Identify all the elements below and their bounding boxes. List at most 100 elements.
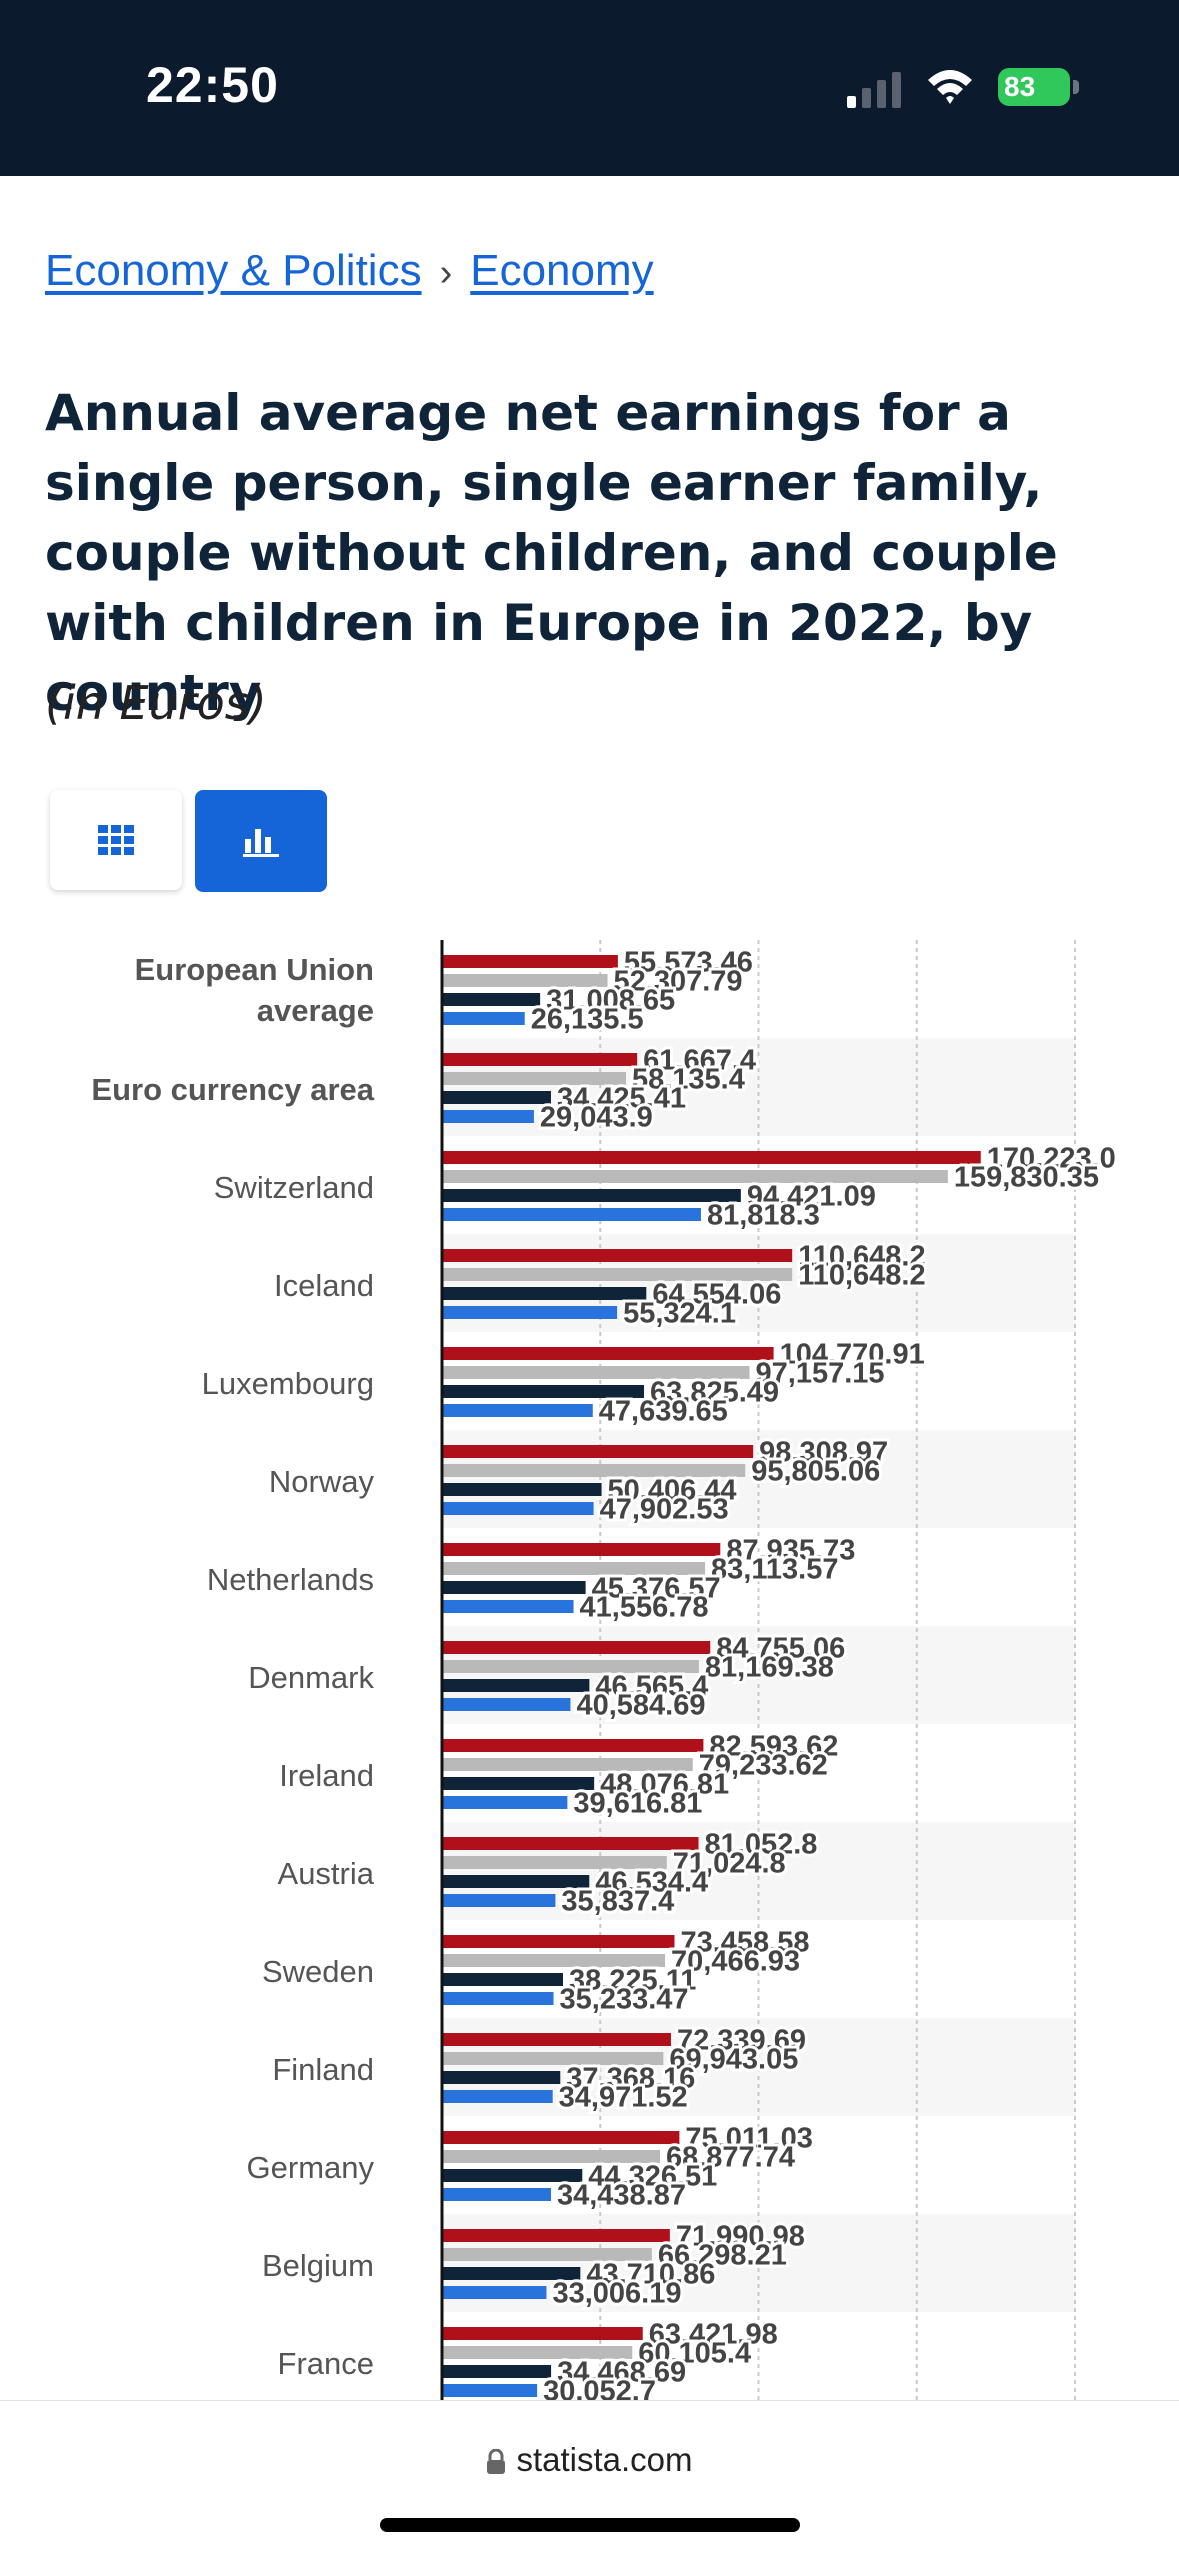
bar[interactable]: [442, 1268, 793, 1281]
bar[interactable]: [442, 2384, 538, 2397]
bar[interactable]: [442, 1208, 701, 1221]
value-label: 71,990.98: [676, 2221, 805, 2253]
bar[interactable]: [442, 2365, 552, 2378]
bar[interactable]: [442, 1091, 551, 1104]
page-title: Annual average net earnings for a single…: [45, 384, 1058, 722]
value-label: 82,593.62: [709, 1731, 838, 1763]
bar[interactable]: [442, 1464, 746, 1477]
value-label: 50,406.44: [608, 1475, 737, 1507]
bar[interactable]: [442, 993, 541, 1006]
value-label: 87,935.73: [726, 1535, 855, 1567]
bar[interactable]: [442, 2346, 633, 2359]
bar[interactable]: [442, 1347, 774, 1360]
value-label: 63,421.98: [649, 2319, 778, 2351]
breadcrumb-economy-politics[interactable]: Economy & Politics: [45, 246, 422, 295]
category-label: Norway: [269, 1464, 375, 1499]
bar[interactable]: [442, 1012, 525, 1025]
bar[interactable]: [442, 1053, 638, 1066]
bar[interactable]: [442, 2229, 670, 2242]
bar[interactable]: [442, 1483, 602, 1496]
value-label: 97,157.15: [756, 1358, 885, 1390]
category-label: France: [278, 2346, 374, 2381]
category-label: Euro currency area: [91, 1072, 374, 1107]
value-label: 70,466.93: [671, 1946, 800, 1978]
bar[interactable]: [442, 1739, 704, 1752]
bar[interactable]: [442, 1698, 571, 1711]
bar[interactable]: [442, 1366, 750, 1379]
chart-view-button[interactable]: [195, 790, 327, 892]
bar[interactable]: [442, 1385, 645, 1398]
value-label: 26,135.5: [531, 1004, 644, 1036]
status-time: 22:50: [146, 57, 279, 113]
battery-icon: 83: [998, 68, 1082, 106]
value-label: 34,425.41: [557, 1083, 686, 1115]
url-bar[interactable]: statista.com: [0, 2441, 1179, 2479]
bar[interactable]: [442, 1404, 593, 1417]
value-label: 83,113.57: [711, 1554, 838, 1586]
value-label: 48,076.81: [600, 1769, 729, 1801]
bar[interactable]: [442, 1837, 699, 1850]
bar[interactable]: [442, 2267, 581, 2280]
bar[interactable]: [442, 1894, 556, 1907]
bar[interactable]: [442, 2286, 547, 2299]
value-label: 60,105.4: [638, 2338, 751, 2370]
bar[interactable]: [442, 1856, 667, 1869]
bar[interactable]: [442, 1502, 594, 1515]
bar[interactable]: [442, 1679, 590, 1692]
bar[interactable]: [442, 1973, 563, 1986]
bar[interactable]: [442, 1562, 706, 1575]
bar[interactable]: [442, 1875, 590, 1888]
value-label: 98,308.97: [759, 1437, 888, 1469]
bar[interactable]: [442, 1600, 574, 1613]
bar[interactable]: [442, 1641, 711, 1654]
bar[interactable]: [442, 1935, 675, 1948]
bar[interactable]: [442, 2248, 652, 2261]
bar[interactable]: [442, 1445, 754, 1458]
bar[interactable]: [442, 2131, 680, 2144]
bar[interactable]: [442, 2327, 643, 2340]
bar[interactable]: [442, 1287, 647, 1300]
bar[interactable]: [442, 974, 608, 987]
bar[interactable]: [442, 955, 618, 968]
browser-footer: statista.com: [0, 2400, 1179, 2557]
category-label: Ireland: [279, 1758, 374, 1793]
bar[interactable]: [442, 1543, 721, 1556]
bar[interactable]: [442, 2052, 664, 2065]
bar[interactable]: [442, 2090, 553, 2103]
bar[interactable]: [442, 1189, 741, 1202]
bar[interactable]: [442, 1992, 554, 2005]
value-label: 46,534.4: [595, 1867, 708, 1899]
value-label: 33,006.19: [552, 2278, 681, 2310]
bar[interactable]: [442, 1777, 595, 1790]
value-label: 43,710.86: [586, 2259, 715, 2291]
bar[interactable]: [442, 1249, 793, 1262]
bar[interactable]: [442, 1110, 534, 1123]
bar[interactable]: [442, 1758, 693, 1771]
bar[interactable]: [442, 2033, 671, 2046]
value-label: 47,639.65: [599, 1396, 728, 1428]
bar[interactable]: [442, 1170, 948, 1183]
url-text: statista.com: [516, 2441, 693, 2478]
table-view-button[interactable]: [50, 790, 182, 890]
value-label: 170,223.0: [987, 1143, 1116, 1175]
value-label: 110,648.2: [798, 1260, 925, 1292]
bar[interactable]: [442, 1660, 699, 1673]
bar[interactable]: [442, 2071, 561, 2084]
value-label: 41,556.78: [580, 1592, 709, 1624]
bar[interactable]: [442, 2169, 583, 2182]
page-subtitle: (in Euros): [45, 676, 267, 730]
bar[interactable]: [442, 1072, 626, 1085]
category-label: Austria: [278, 1856, 375, 1891]
value-label: 110,648.2: [798, 1241, 925, 1273]
breadcrumb-economy[interactable]: Economy: [470, 246, 654, 295]
bar[interactable]: [442, 1954, 666, 1967]
value-label: 94,421.09: [747, 1181, 876, 1213]
bar[interactable]: [442, 2188, 551, 2201]
bar[interactable]: [442, 1796, 568, 1809]
bar[interactable]: [442, 1306, 618, 1319]
bar[interactable]: [442, 2150, 660, 2163]
bar[interactable]: [442, 1581, 586, 1594]
breadcrumb: Economy & Politics › Economy: [45, 246, 654, 296]
value-label: 84,755.06: [716, 1633, 845, 1665]
bar[interactable]: [442, 1151, 981, 1164]
